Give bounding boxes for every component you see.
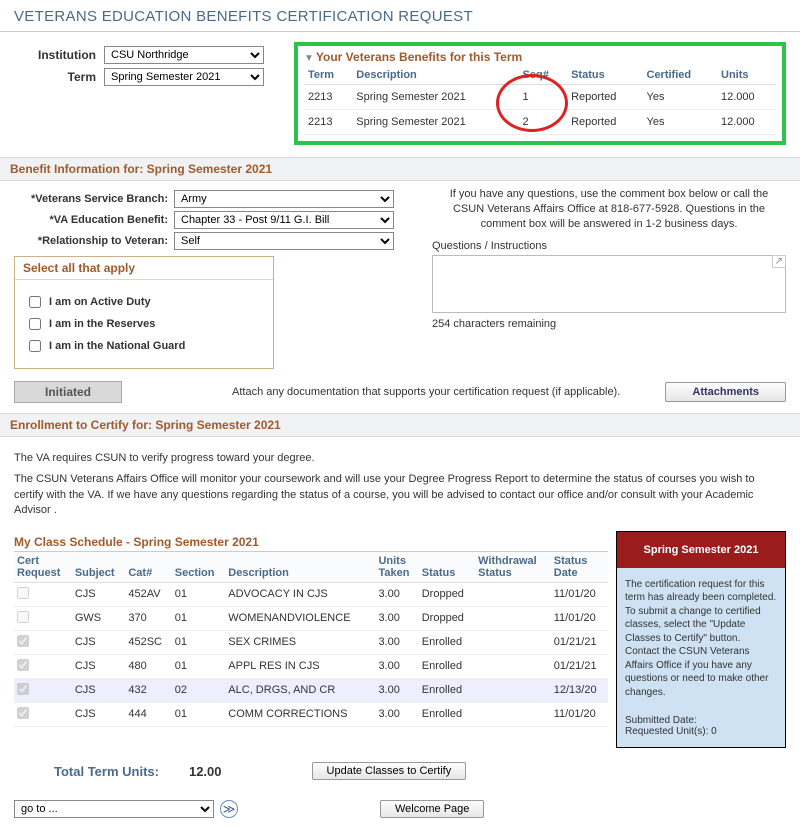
schedule-row: CJS43202ALC, DRGS, AND CR3.00Enrolled12/… xyxy=(14,678,608,702)
callout-submitted: Submitted Date: xyxy=(625,715,777,726)
apply-checkbox[interactable] xyxy=(29,318,41,330)
benefits-row: 2213Spring Semester 20211ReportedYes12.0… xyxy=(304,85,776,110)
relation-label: *Relationship to Veteran: xyxy=(14,235,174,247)
benefits-col: Status xyxy=(567,66,642,85)
schedule-col: UnitsTaken xyxy=(375,552,418,583)
benefits-col: Certified xyxy=(643,66,718,85)
questions-textarea[interactable] xyxy=(432,255,786,313)
schedule-col: StatusDate xyxy=(551,552,608,583)
cert-request-checkbox[interactable] xyxy=(17,611,29,623)
apply-group: Select all that apply I am on Active Dut… xyxy=(14,256,274,369)
apply-checkbox[interactable] xyxy=(29,340,41,352)
cert-request-checkbox[interactable] xyxy=(17,707,29,719)
apply-heading: Select all that apply xyxy=(15,257,273,280)
popout-icon[interactable]: ↗ xyxy=(772,255,786,268)
schedule-title: My Class Schedule - Spring Semester 2021 xyxy=(14,531,608,552)
schedule-col: Status xyxy=(419,552,475,583)
update-classes-button[interactable]: Update Classes to Certify xyxy=(312,762,467,780)
schedule-col: Section xyxy=(172,552,226,583)
enroll-heading: Enrollment to Certify for: Spring Semest… xyxy=(0,413,800,437)
chars-remaining: 254 characters remaining xyxy=(432,318,786,330)
attach-note: Attach any documentation that supports y… xyxy=(132,386,655,398)
institution-select[interactable]: CSU Northridge xyxy=(104,46,264,64)
term-callout: Spring Semester 2021 The certification r… xyxy=(616,531,786,749)
questions-label: Questions / Instructions xyxy=(432,240,786,252)
benefits-panel: ▼Your Veterans Benefits for this Term Te… xyxy=(294,42,786,145)
schedule-col: WithdrawalStatus xyxy=(475,552,551,583)
benefits-col: Description xyxy=(352,66,518,85)
benefits-col: Units xyxy=(717,66,776,85)
cert-request-checkbox[interactable] xyxy=(17,587,29,599)
apply-option[interactable]: I am in the National Guard xyxy=(29,340,259,352)
callout-heading: Spring Semester 2021 xyxy=(617,532,785,568)
callout-body: The certification request for this term … xyxy=(617,568,785,710)
branch-label: *Veterans Service Branch: xyxy=(14,193,174,205)
benefits-table: TermDescriptionSeq#StatusCertifiedUnits … xyxy=(304,66,776,135)
institution-label: Institution xyxy=(14,48,104,62)
callout-requested: Requested Unit(s): 0 xyxy=(625,726,777,737)
selection-controls: Institution CSU Northridge Term Spring S… xyxy=(14,42,274,90)
cert-request-checkbox[interactable] xyxy=(17,659,29,671)
total-units-value: 12.00 xyxy=(189,764,222,779)
benefits-title: Your Veterans Benefits for this Term xyxy=(316,50,522,64)
apply-checkbox[interactable] xyxy=(29,296,41,308)
attachments-button[interactable]: Attachments xyxy=(665,382,786,402)
benefit-info-heading: Benefit Information for: Spring Semester… xyxy=(0,157,800,181)
va-benefit-select[interactable]: Chapter 33 - Post 9/11 G.I. Bill xyxy=(174,211,394,229)
welcome-page-button[interactable]: Welcome Page xyxy=(380,800,484,818)
term-label: Term xyxy=(14,70,104,84)
branch-select[interactable]: Army xyxy=(174,190,394,208)
benefits-col: Term xyxy=(304,66,352,85)
cert-request-checkbox[interactable] xyxy=(17,683,29,695)
initiated-button[interactable]: Initiated xyxy=(14,381,122,403)
total-units-label: Total Term Units: xyxy=(14,764,159,779)
schedule-col: Description xyxy=(225,552,375,583)
schedule-col: Cat# xyxy=(125,552,171,583)
help-text: If you have any questions, use the comme… xyxy=(432,187,786,240)
schedule-row: CJS48001APPL RES IN CJS3.00Enrolled01/21… xyxy=(14,654,608,678)
benefits-row: 2213Spring Semester 20212ReportedYes12.0… xyxy=(304,110,776,135)
apply-option[interactable]: I am in the Reserves xyxy=(29,318,259,330)
page-title: VETERANS EDUCATION BENEFITS CERTIFICATIO… xyxy=(0,0,800,32)
go-icon[interactable]: ≫ xyxy=(220,800,238,818)
schedule-table: CertRequestSubjectCat#SectionDescription… xyxy=(14,552,608,727)
schedule-row: CJS452AV01ADVOCACY IN CJS3.00Dropped11/0… xyxy=(14,582,608,606)
term-select[interactable]: Spring Semester 2021 xyxy=(104,68,264,86)
schedule-col: Subject xyxy=(72,552,126,583)
benefits-col: Seq# xyxy=(519,66,568,85)
relation-select[interactable]: Self xyxy=(174,232,394,250)
va-benefit-label: *VA Education Benefit: xyxy=(14,214,174,226)
schedule-col: CertRequest xyxy=(14,552,72,583)
enroll-body: The VA requires CSUN to verify progress … xyxy=(0,441,800,529)
cert-request-checkbox[interactable] xyxy=(17,635,29,647)
schedule-row: CJS452SC01SEX CRIMES3.00Enrolled01/21/21 xyxy=(14,630,608,654)
apply-option[interactable]: I am on Active Duty xyxy=(29,296,259,308)
schedule-row: GWS37001WOMENANDVIOLENCE3.00Dropped11/01… xyxy=(14,606,608,630)
collapse-icon[interactable]: ▼ xyxy=(304,53,314,64)
schedule-row: CJS44401COMM CORRECTIONS3.00Enrolled11/0… xyxy=(14,702,608,726)
goto-select[interactable]: go to ... xyxy=(14,800,214,818)
